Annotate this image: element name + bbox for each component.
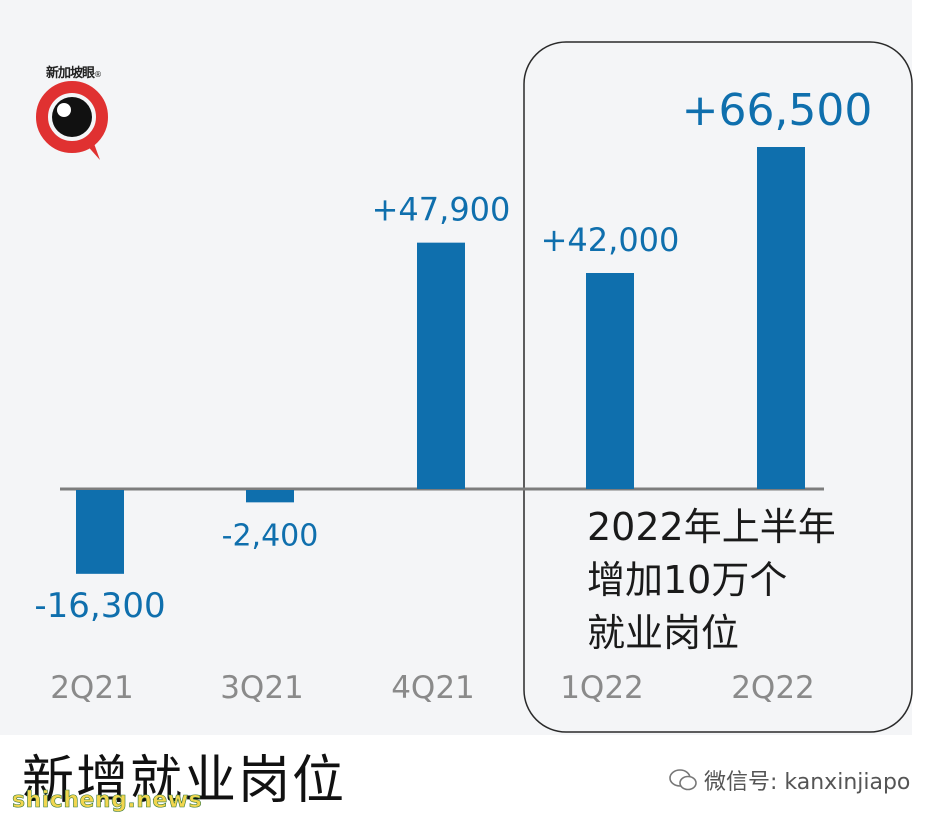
- logo-name: 新加坡眼: [46, 66, 95, 81]
- data-label-4q21: +47,900: [372, 191, 511, 229]
- wechat-id: 微信号: kanxinjiapo: [668, 764, 910, 796]
- bar-2q22: [757, 147, 805, 489]
- eye-icon: [36, 81, 108, 160]
- wechat-icon: [669, 769, 697, 791]
- bar-3q21: [246, 490, 294, 503]
- highlight-annotation-line: 就业岗位: [587, 611, 739, 655]
- wechat-text: 微信号: kanxinjiapo: [704, 770, 911, 795]
- bar-1q22: [586, 273, 634, 489]
- highlight-annotation-line: 增加10万个: [587, 558, 787, 602]
- data-label-3q21: -2,400: [222, 518, 319, 553]
- logo-text: 新加坡眼®: [46, 62, 102, 81]
- page-title: 新增就业岗位: [22, 751, 347, 811]
- watermark: shicheng.news: [12, 788, 203, 814]
- bar-4q21: [417, 242, 465, 489]
- data-label-1q22: +42,000: [541, 221, 680, 259]
- data-label-2q22: +66,500: [682, 85, 873, 136]
- tick-label-3q21: 3Q21: [220, 670, 304, 706]
- tick-label-2q21: 2Q21: [50, 670, 134, 706]
- logo: [30, 62, 120, 162]
- tick-label-4q21: 4Q21: [391, 670, 475, 706]
- bar-2q21: [76, 490, 124, 574]
- tick-label-1q22: 1Q22: [560, 670, 644, 706]
- data-label-2q21: -16,300: [34, 586, 165, 626]
- tick-label-2q22: 2Q22: [731, 670, 815, 706]
- highlight-annotation-line: 2022年上半年: [587, 505, 836, 549]
- registered-mark: ®: [94, 70, 102, 79]
- highlight-box: [523, 41, 913, 733]
